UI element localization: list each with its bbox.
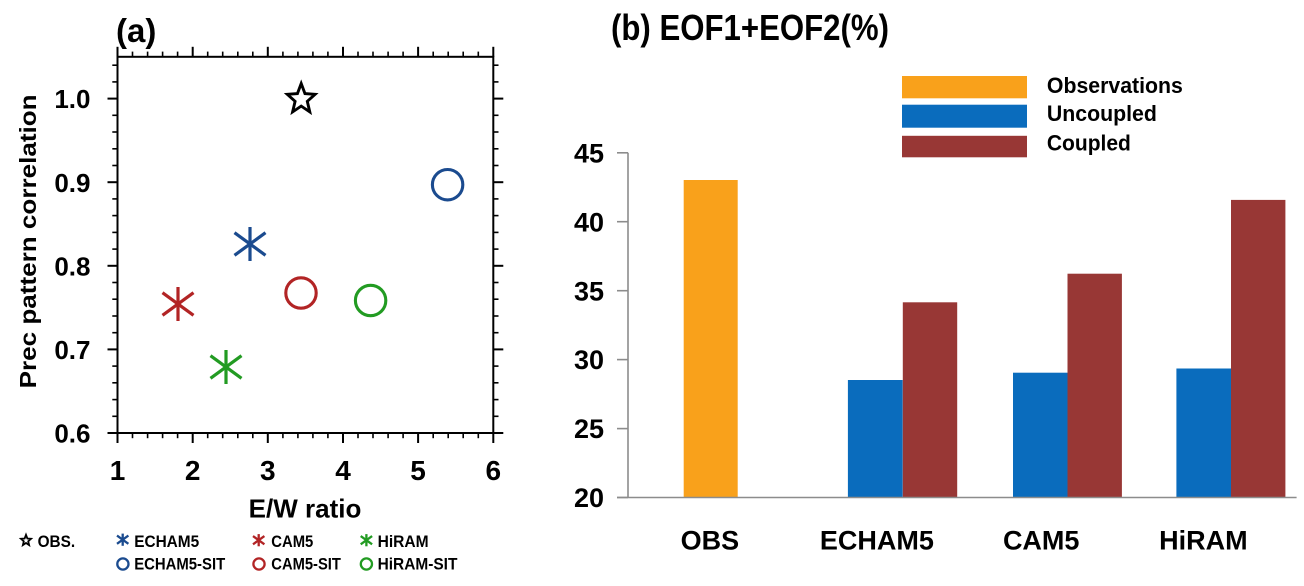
svg-text:ECHAM5: ECHAM5 (134, 532, 199, 551)
svg-text:ECHAM5-SIT: ECHAM5-SIT (134, 555, 226, 574)
svg-text:25: 25 (574, 414, 604, 444)
svg-text:Observations: Observations (1047, 73, 1183, 98)
svg-text:OBS.: OBS. (38, 532, 76, 551)
svg-text:1: 1 (110, 455, 126, 486)
svg-text:2: 2 (185, 455, 201, 486)
svg-text:30: 30 (574, 345, 604, 375)
svg-text:HiRAM-SIT: HiRAM-SIT (378, 555, 458, 574)
svg-text:CAM5: CAM5 (271, 532, 313, 551)
svg-text:E/W ratio: E/W ratio (249, 494, 362, 524)
svg-text:40: 40 (574, 207, 604, 237)
svg-text:1.0: 1.0 (54, 84, 90, 114)
svg-text:0.8: 0.8 (54, 251, 90, 281)
svg-text:5: 5 (410, 455, 426, 486)
svg-text:Prec pattern correlation: Prec pattern correlation (15, 94, 41, 388)
svg-text:0.9: 0.9 (54, 168, 90, 198)
svg-text:(b) EOF1+EOF2(%): (b) EOF1+EOF2(%) (611, 7, 889, 48)
svg-text:(a): (a) (116, 12, 156, 49)
svg-text:0.7: 0.7 (54, 335, 90, 365)
svg-text:Uncoupled: Uncoupled (1047, 101, 1157, 126)
svg-text:4: 4 (335, 455, 351, 486)
svg-text:6: 6 (486, 455, 502, 486)
svg-text:CAM5-SIT: CAM5-SIT (271, 555, 341, 574)
svg-text:HiRAM: HiRAM (1159, 526, 1248, 556)
svg-text:0.6: 0.6 (54, 419, 90, 449)
svg-text:HiRAM: HiRAM (378, 532, 429, 551)
svg-text:35: 35 (574, 276, 604, 306)
svg-text:OBS: OBS (681, 526, 740, 556)
svg-text:ECHAM5: ECHAM5 (820, 526, 934, 556)
svg-text:Coupled: Coupled (1047, 131, 1131, 156)
svg-text:45: 45 (574, 138, 604, 168)
svg-text:CAM5: CAM5 (1003, 526, 1080, 556)
svg-text:20: 20 (574, 483, 604, 513)
svg-text:3: 3 (260, 455, 276, 486)
